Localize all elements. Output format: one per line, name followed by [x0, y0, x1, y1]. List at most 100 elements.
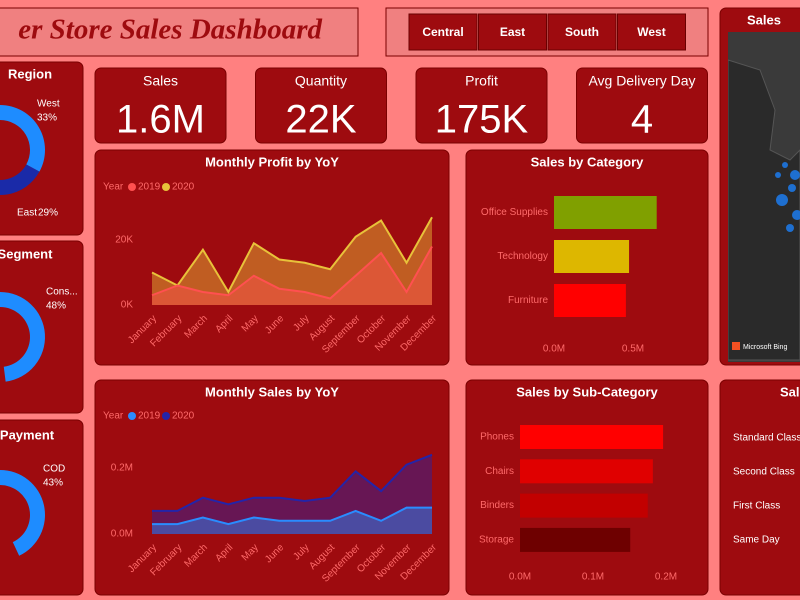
- slice-label: COD: [43, 464, 65, 475]
- kpi-value: 22K: [285, 98, 356, 142]
- chart-title: Monthly Profit by YoY: [205, 154, 339, 169]
- y-tick-label: 0K: [121, 300, 134, 311]
- slice-value: 43%: [43, 478, 63, 489]
- bar: [554, 196, 657, 229]
- x-tick-label: 0.0M: [543, 344, 565, 355]
- chart-title: Monthly Sales by YoY: [205, 384, 339, 399]
- slicer-button[interactable]: [547, 13, 617, 51]
- panel: [719, 379, 800, 596]
- y-tick-label: Furniture: [508, 295, 548, 306]
- chart-title: Sales by Category: [531, 154, 644, 169]
- pie-slice: [0, 105, 45, 172]
- y-tick-label: 0.0M: [111, 529, 133, 540]
- area: [152, 246, 432, 305]
- pie-slice: [0, 164, 40, 195]
- x-tick-label: 0.1M: [582, 572, 604, 583]
- legend-label: 2020: [172, 182, 195, 193]
- slicer-button[interactable]: [478, 13, 547, 51]
- kpi-value: 4: [631, 98, 653, 142]
- bar: [520, 493, 648, 518]
- slicer-label: Central: [422, 25, 463, 39]
- line: [152, 453, 433, 512]
- category-label: Second Class: [733, 467, 795, 478]
- legend-title: Year: [103, 411, 124, 422]
- category-label: First Class: [733, 501, 780, 512]
- map-dot: [792, 210, 800, 220]
- chart-title: Segment: [0, 246, 53, 261]
- land: [728, 59, 800, 361]
- legend-swatch: [162, 412, 170, 420]
- kpi-card: [94, 67, 227, 144]
- kpi-card: [576, 67, 708, 144]
- kpis: Sales 1.6M Quantity 22K Profit 175K Avg Delive…: [94, 67, 708, 144]
- slicer-button[interactable]: [408, 13, 478, 51]
- bar: [520, 527, 631, 552]
- map-dot: [782, 162, 788, 168]
- chart-title: Region: [8, 66, 52, 81]
- category-label: Standard Class: [733, 433, 800, 444]
- x-tick-label: 0.0M: [509, 572, 531, 583]
- title-box: [0, 7, 359, 57]
- kpi-label: Sales: [143, 73, 178, 89]
- slice-value: 48%: [46, 301, 66, 312]
- slice-label: West: [37, 99, 60, 110]
- legend-swatch: [162, 183, 170, 191]
- y-tick-label: 0.2M: [111, 463, 133, 474]
- y-tick-label: Storage: [479, 535, 514, 546]
- y-tick-label: Office Supplies: [481, 207, 548, 218]
- map-credit: Microsoft Bing: [743, 344, 787, 351]
- line: [151, 246, 433, 300]
- kpi-card: [415, 67, 548, 144]
- legend-title: Year: [103, 182, 124, 193]
- legend-swatch: [128, 412, 136, 420]
- x-tick-label: 0.5M: [622, 344, 644, 355]
- bar: [554, 284, 626, 317]
- map-dot: [790, 170, 800, 180]
- map-dot: [776, 194, 788, 206]
- kpi-card: [255, 67, 387, 144]
- line: [152, 506, 432, 526]
- slicer-label: South: [565, 25, 599, 39]
- bar: [520, 425, 664, 449]
- panel: [94, 379, 450, 596]
- slicer: Central East South West: [408, 13, 686, 51]
- bar: [554, 240, 630, 273]
- ship-mode: Sal Standard Class Second Class First Clas…: [733, 384, 800, 545]
- chart-title: Sales by Sub-Category: [516, 384, 658, 399]
- kpi-label: Quantity: [295, 73, 347, 89]
- chart-title: Payment: [0, 427, 55, 442]
- panel: [465, 379, 709, 596]
- ship-title: Sal: [780, 384, 800, 399]
- map-dot: [775, 172, 781, 178]
- kpi-value: 1.6M: [116, 98, 205, 142]
- y-tick-label: Technology: [497, 251, 548, 262]
- dashboard-title: er Store Sales Dashboard: [18, 14, 322, 46]
- pie-slice: [0, 470, 46, 556]
- category-label: Same Day: [733, 535, 780, 546]
- bar: [520, 459, 653, 484]
- map: Microsoft Bing: [728, 32, 800, 362]
- legend-label: 2020: [172, 411, 195, 422]
- line: [151, 216, 433, 295]
- legend-label: 2019: [138, 182, 161, 193]
- x-tick-label: 0.2M: [655, 572, 677, 583]
- map-dot: [788, 184, 796, 192]
- panel: [94, 149, 450, 366]
- map-dot: [786, 224, 794, 232]
- y-tick-label: 20K: [115, 235, 133, 246]
- y-tick-label: Binders: [480, 500, 514, 511]
- slicer-button[interactable]: [617, 13, 686, 51]
- slicer-label: West: [637, 25, 665, 39]
- slice-label: East: [17, 208, 37, 219]
- pie-slice: [0, 292, 45, 382]
- bing-logo: [732, 342, 740, 350]
- y-tick-label: Chairs: [485, 466, 514, 477]
- y-tick-label: Phones: [480, 432, 514, 443]
- kpi-value: 175K: [435, 98, 529, 142]
- slicer-label: East: [500, 25, 525, 39]
- map-title: Sales: [747, 12, 781, 27]
- slice-value: 29%: [38, 208, 58, 219]
- legend-label: 2019: [138, 411, 161, 422]
- kpi-label: Avg Delivery Day: [588, 73, 695, 89]
